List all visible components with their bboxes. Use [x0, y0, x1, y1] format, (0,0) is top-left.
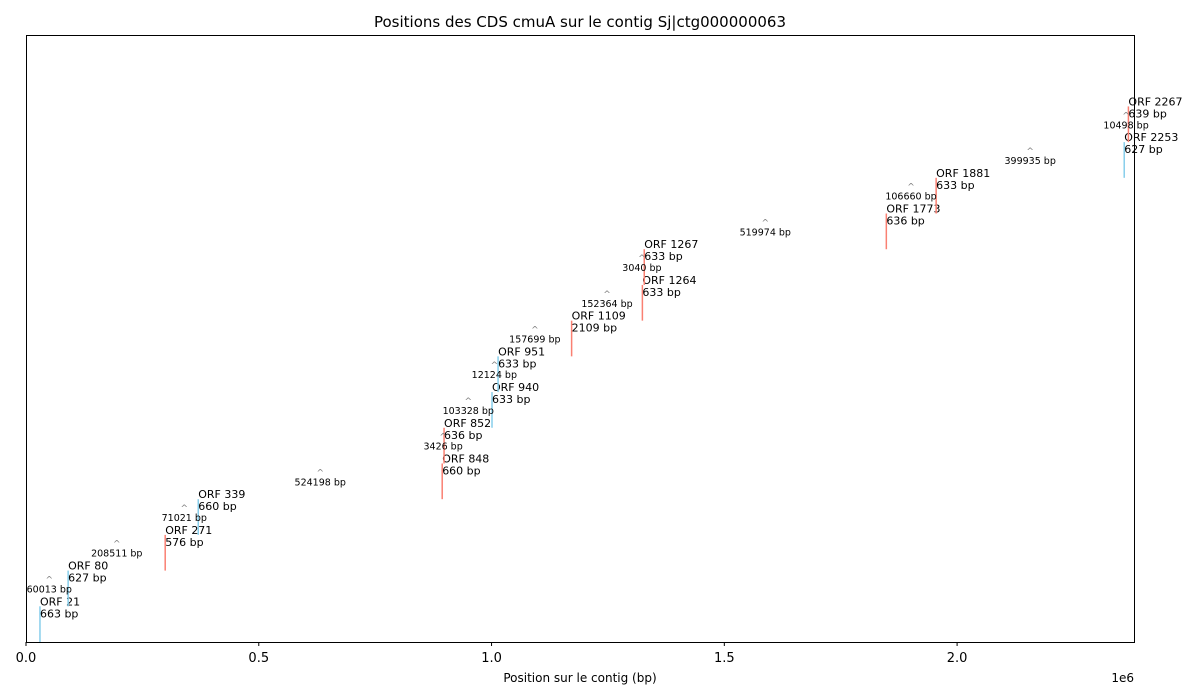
x-tick-label: 1.0 — [481, 651, 502, 666]
gap-caret: ^ — [907, 183, 915, 193]
gap-label: 208511 bp — [91, 549, 142, 560]
cds-label: ORF 21 — [40, 595, 80, 608]
gap-caret: ^ — [464, 397, 472, 407]
x-tick-label: 0.5 — [248, 651, 269, 666]
gap-caret: ^ — [46, 575, 54, 585]
gap-label: 106660 bp — [885, 192, 936, 203]
gap-label: 152364 bp — [581, 299, 632, 310]
gap-label: 60013 bp — [27, 584, 72, 595]
cds-label: ORF 852 — [444, 417, 491, 430]
cds-label: ORF 80 — [68, 560, 108, 573]
cds-label: ORF 848 — [442, 452, 489, 465]
gap-caret: ^ — [762, 218, 770, 228]
gap-caret: ^ — [1122, 111, 1130, 121]
gap-caret: ^ — [439, 433, 447, 443]
cds-label: ORF 1264 — [642, 274, 696, 287]
x-tick-label: 2.0 — [947, 651, 968, 666]
x-axis-label: Position sur le contig (bp) — [503, 671, 656, 685]
cds-label: ORF 951 — [498, 345, 545, 358]
cds-length-label: 2109 bp — [572, 322, 617, 335]
cds-length-label: 636 bp — [444, 429, 482, 442]
gap-label: 519974 bp — [740, 227, 791, 238]
gap-label: 71021 bp — [162, 513, 207, 524]
cds-length-label: 633 bp — [498, 357, 536, 370]
cds-label: ORF 1881 — [936, 167, 990, 180]
cds-label: ORF 271 — [165, 524, 212, 537]
cds-length-label: 660 bp — [442, 464, 480, 477]
cds-length-label: 633 bp — [644, 250, 682, 263]
gap-label: 3040 bp — [622, 263, 661, 274]
chart-title: Positions des CDS cmuA sur le contig Sj|… — [374, 13, 786, 31]
gap-caret: ^ — [113, 540, 121, 550]
cds-length-label: 660 bp — [198, 500, 236, 513]
cds-length-label: 633 bp — [492, 393, 530, 406]
gap-label: 103328 bp — [443, 406, 494, 417]
cds-length-label: 633 bp — [936, 179, 974, 192]
cds-length-label: 633 bp — [642, 286, 680, 299]
cds-length-label: 639 bp — [1128, 107, 1166, 120]
cds-length-label: 636 bp — [886, 215, 924, 228]
cds-length-label: 576 bp — [165, 536, 203, 549]
cds-length-label: 627 bp — [1124, 143, 1162, 156]
cds-label: ORF 2253 — [1124, 131, 1178, 144]
gap-caret: ^ — [531, 326, 539, 336]
cds-label: ORF 1109 — [572, 310, 626, 323]
gap-caret: ^ — [181, 504, 189, 514]
cds-length-label: 663 bp — [40, 607, 78, 620]
gap-label: 10498 bp — [1103, 120, 1148, 131]
cds-label: ORF 2267 — [1128, 95, 1182, 108]
cds-label: ORF 1773 — [886, 203, 940, 216]
gap-caret: ^ — [316, 468, 324, 478]
gap-label: 12124 bp — [472, 370, 517, 381]
gap-label: 399935 bp — [1005, 156, 1056, 167]
gap-label: 157699 bp — [509, 335, 560, 346]
x-tick-label: 0.0 — [16, 651, 37, 666]
gap-caret: ^ — [638, 254, 646, 264]
x-axis-offset-label: 1e6 — [1111, 671, 1134, 685]
gap-label: 524198 bp — [295, 477, 346, 488]
gap-caret: ^ — [603, 290, 611, 300]
cds-label: ORF 940 — [492, 381, 539, 394]
plot-frame — [26, 35, 1135, 643]
gap-caret: ^ — [491, 361, 499, 371]
x-axis: 0.0 0.5 1.0 1.5 2.0 — [16, 642, 968, 666]
cds-label: ORF 339 — [198, 488, 245, 501]
gap-label: 3426 bp — [423, 442, 462, 453]
x-tick-label: 1.5 — [714, 651, 735, 666]
gap-caret: ^ — [1026, 147, 1034, 157]
cds-length-label: 627 bp — [68, 572, 106, 585]
cds-label: ORF 1267 — [644, 238, 698, 251]
